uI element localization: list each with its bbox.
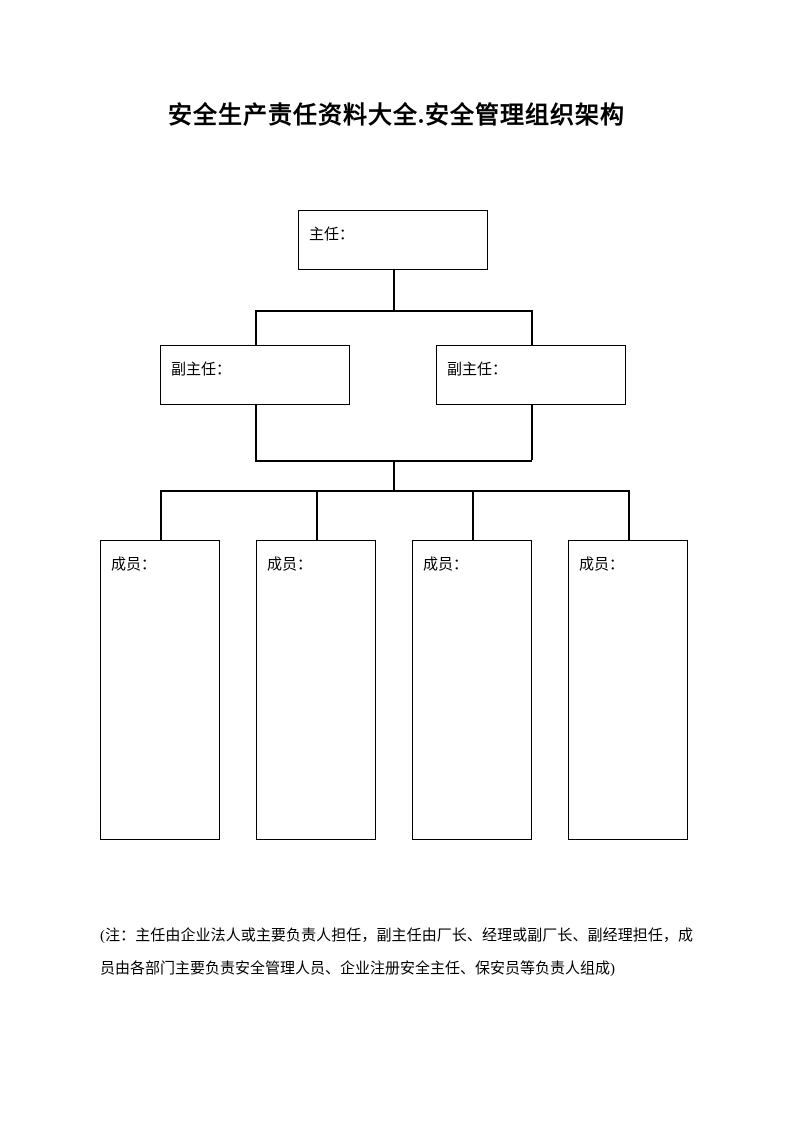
page-title: 安全生产责任资料大全.安全管理组织架构 — [0, 95, 793, 130]
connector-deputy2-below — [531, 405, 533, 460]
connector-director-down — [393, 270, 395, 310]
connector-deputy1-below — [255, 405, 257, 460]
member-label-1: 成员： — [111, 557, 156, 573]
connector-level2-hbar — [160, 490, 629, 492]
connector-level1-hbar — [255, 310, 532, 312]
connector-mid-down — [393, 460, 395, 490]
member-box-3: 成员： — [412, 540, 532, 840]
member-box-2: 成员： — [256, 540, 376, 840]
connector-member2-down — [316, 490, 318, 540]
connector-member4-down — [628, 490, 630, 540]
connector-member3-down — [472, 490, 474, 540]
deputy-box-2: 副主任： — [436, 345, 626, 405]
connector-deputy2-down — [531, 310, 533, 345]
director-box: 主任： — [298, 210, 488, 270]
connector-deputy1-down — [255, 310, 257, 345]
deputy-label-1: 副主任： — [171, 362, 231, 378]
deputy-box-1: 副主任： — [160, 345, 350, 405]
member-label-4: 成员： — [579, 557, 624, 573]
member-label-2: 成员： — [267, 557, 312, 573]
footer-note: (注：主任由企业法人或主要负责人担任，副主任由厂长、经理或副厂长、副经理担任，成… — [100, 920, 693, 986]
member-label-3: 成员： — [423, 557, 468, 573]
deputy-label-2: 副主任： — [447, 362, 507, 378]
member-box-4: 成员： — [568, 540, 688, 840]
connector-member1-down — [160, 490, 162, 540]
member-box-1: 成员： — [100, 540, 220, 840]
director-label: 主任： — [309, 227, 354, 243]
